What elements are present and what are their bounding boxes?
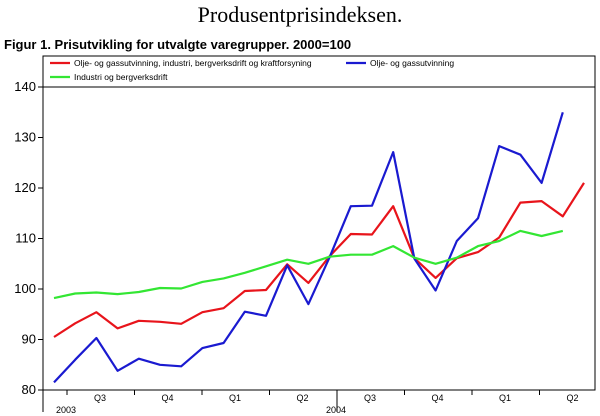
legend-label: Olje- og gassutvinning [370,58,454,68]
x-year-label: 2003 [56,405,76,415]
series-lines [53,111,585,384]
x-quarter-label: Q3 [94,393,106,403]
series-line-1 [53,182,585,338]
y-tick-label: 140 [14,79,36,94]
y-tick-label: 90 [22,332,36,347]
series-line-2 [53,111,564,384]
x-quarter-label: Q2 [566,393,578,403]
y-axis: 80 90 100 110 120 130 140 [14,79,43,397]
page-title: Produsentprisindeksen. [197,2,403,27]
legend-label: Olje- og gassutvinning, industri, bergve… [74,58,312,68]
x-quarter-label: Q4 [431,393,443,403]
legend: Olje- og gassutvinning, industri, bergve… [50,58,454,82]
plot-area [42,86,596,391]
chart-title: Figur 1. Prisutvikling for utvalgte vare… [4,37,352,52]
x-quarter-label: Q4 [161,393,173,403]
y-tick-label: 100 [14,281,36,296]
x-axis: Q3 Q4 Q1 Q2 Q3 Q4 Q1 Q2 2003 2004 [42,390,579,415]
legend-box [42,55,596,88]
legend-label: Industri og bergverksdrift [74,72,168,82]
series-line-3 [53,229,564,300]
x-quarter-label: Q1 [229,393,241,403]
x-quarter-label: Q2 [296,393,308,403]
y-tick-label: 110 [15,231,36,246]
y-tick-label: 120 [14,180,36,195]
y-tick-label: 130 [14,130,36,145]
x-year-label: 2004 [326,405,346,415]
x-quarter-label: Q3 [364,393,376,403]
y-tick-label: 80 [22,382,36,397]
x-quarter-label: Q1 [499,393,511,403]
